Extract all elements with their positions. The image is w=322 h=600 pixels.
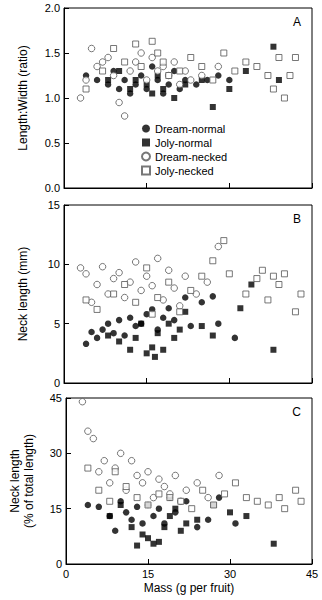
svg-text:Length:Width (ratio): Length:Width (ratio) [16,45,30,150]
svg-text:1.5: 1.5 [45,47,60,59]
svg-text:45: 45 [50,392,62,404]
svg-text:30: 30 [224,568,236,580]
svg-text:45: 45 [306,568,318,580]
svg-text:15: 15 [142,568,154,580]
svg-text:(% of total length): (% of total length) [22,434,36,528]
svg-text:Dream-normal: Dream-normal [155,123,225,135]
svg-text:0: 0 [63,568,69,580]
svg-text:0: 0 [56,558,62,570]
svg-text:0: 0 [54,377,60,389]
svg-text:1.0: 1.0 [45,92,60,104]
svg-text:Joly-necked: Joly-necked [155,165,214,177]
svg-text:15: 15 [48,199,60,211]
svg-text:15: 15 [50,503,62,515]
svg-text:10: 10 [48,258,60,270]
svg-text:A: A [293,15,301,29]
svg-text:Joly-normal: Joly-normal [155,137,212,149]
svg-text:Neck length: Neck length [8,449,22,512]
svg-text:2.0: 2.0 [45,2,60,14]
svg-text:Neck length (mm): Neck length (mm) [16,247,30,342]
svg-text:0.0: 0.0 [45,182,60,194]
svg-text:C: C [292,405,301,419]
svg-text:Dream-necked: Dream-necked [155,151,227,163]
svg-text:B: B [293,212,301,226]
svg-text:5: 5 [54,318,60,330]
svg-text:30: 30 [50,447,62,459]
svg-text:Mass (g per fruit): Mass (g per fruit) [144,581,235,595]
svg-text:0.5: 0.5 [45,137,60,149]
